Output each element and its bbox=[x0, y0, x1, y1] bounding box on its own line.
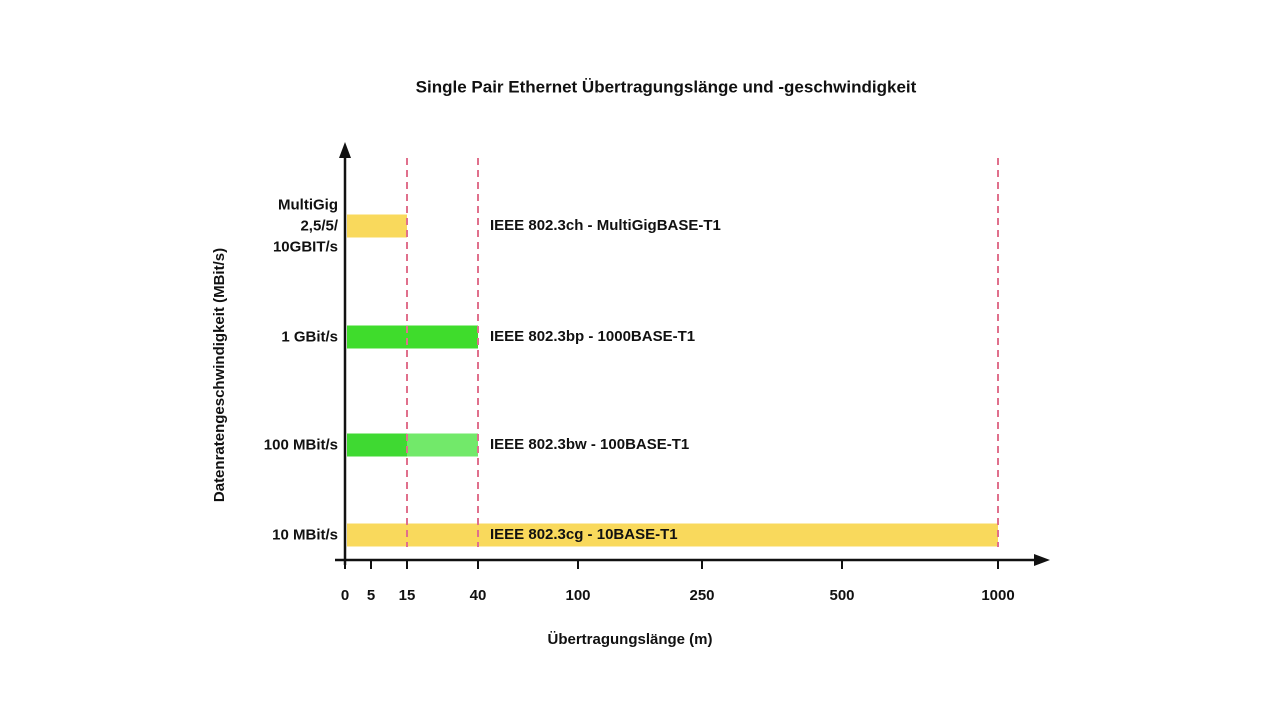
bar-label: IEEE 802.3cg - 10BASE-T1 bbox=[490, 526, 678, 543]
bar-segment bbox=[347, 433, 407, 457]
x-axis-arrow bbox=[1034, 554, 1050, 566]
y-axis-label: Datenratengeschwindigkeit (MBit/s) bbox=[211, 248, 228, 502]
bar-label: IEEE 802.3bp - 1000BASE-T1 bbox=[490, 328, 695, 345]
bar-segment bbox=[407, 433, 478, 457]
y-category-label: 10 MBit/s bbox=[272, 526, 338, 544]
x-tick-label: 40 bbox=[470, 587, 487, 604]
x-tick-label: 0 bbox=[341, 587, 349, 604]
chart-title: Single Pair Ethernet Übertragungslänge u… bbox=[416, 77, 917, 96]
y-axis-arrow bbox=[339, 142, 351, 158]
bar-segment bbox=[347, 214, 407, 238]
x-tick-label: 500 bbox=[829, 587, 854, 604]
x-tick-label: 100 bbox=[565, 587, 590, 604]
y-category-label: MultiGig 2,5/5/ 10GBIT/s bbox=[272, 196, 338, 256]
x-tick-label: 250 bbox=[689, 587, 714, 604]
bar-segment bbox=[347, 523, 998, 547]
x-tick-label: 1000 bbox=[981, 587, 1014, 604]
x-axis-label: Übertragungslänge (m) bbox=[547, 631, 712, 648]
bar-label: IEEE 802.3ch - MultiGigBASE-T1 bbox=[490, 217, 721, 234]
bar-segment bbox=[347, 325, 478, 349]
y-category-label: 100 MBit/s bbox=[263, 436, 338, 454]
bar-label: IEEE 802.3bw - 100BASE-T1 bbox=[490, 436, 689, 453]
x-tick-label: 5 bbox=[367, 587, 375, 604]
y-category-label: 1 GBit/s bbox=[281, 328, 338, 346]
x-tick-label: 15 bbox=[399, 587, 416, 604]
